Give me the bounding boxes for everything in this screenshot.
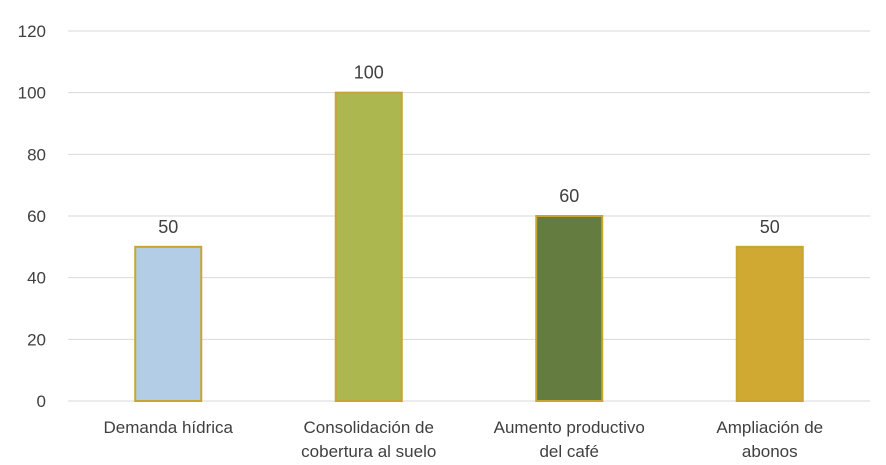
x-axis-labels: Demanda hídrica Consolidación de cobertura…	[104, 418, 824, 461]
data-label-2: 100	[354, 63, 384, 83]
category-label-2: Consolidación de cobertura al suelo	[301, 418, 436, 461]
data-label-1: 50	[158, 217, 178, 237]
y-tick-label-40: 40	[27, 269, 46, 288]
data-label-4: 50	[760, 217, 780, 237]
category-label-3: Aumento productivo del café	[494, 418, 645, 461]
bar-4	[735, 245, 804, 402]
bars	[134, 91, 804, 403]
category-label-4: Ampliación de abonos	[716, 418, 823, 461]
bar-1	[134, 245, 203, 402]
data-labels: 50 100 60 50	[158, 63, 780, 237]
y-tick-label-0: 0	[37, 392, 46, 411]
y-tick-label-120: 120	[18, 22, 46, 41]
category-label-1: Demanda hídrica	[104, 418, 234, 437]
y-axis-ticks: 0 20 40 60 80 100 120	[18, 22, 46, 411]
y-tick-label-60: 60	[27, 207, 46, 226]
data-label-3: 60	[559, 186, 579, 206]
bar-3	[535, 215, 604, 402]
y-tick-label-20: 20	[27, 330, 46, 349]
bar-2	[334, 91, 403, 403]
y-tick-label-100: 100	[18, 84, 46, 103]
y-tick-label-80: 80	[27, 145, 46, 164]
